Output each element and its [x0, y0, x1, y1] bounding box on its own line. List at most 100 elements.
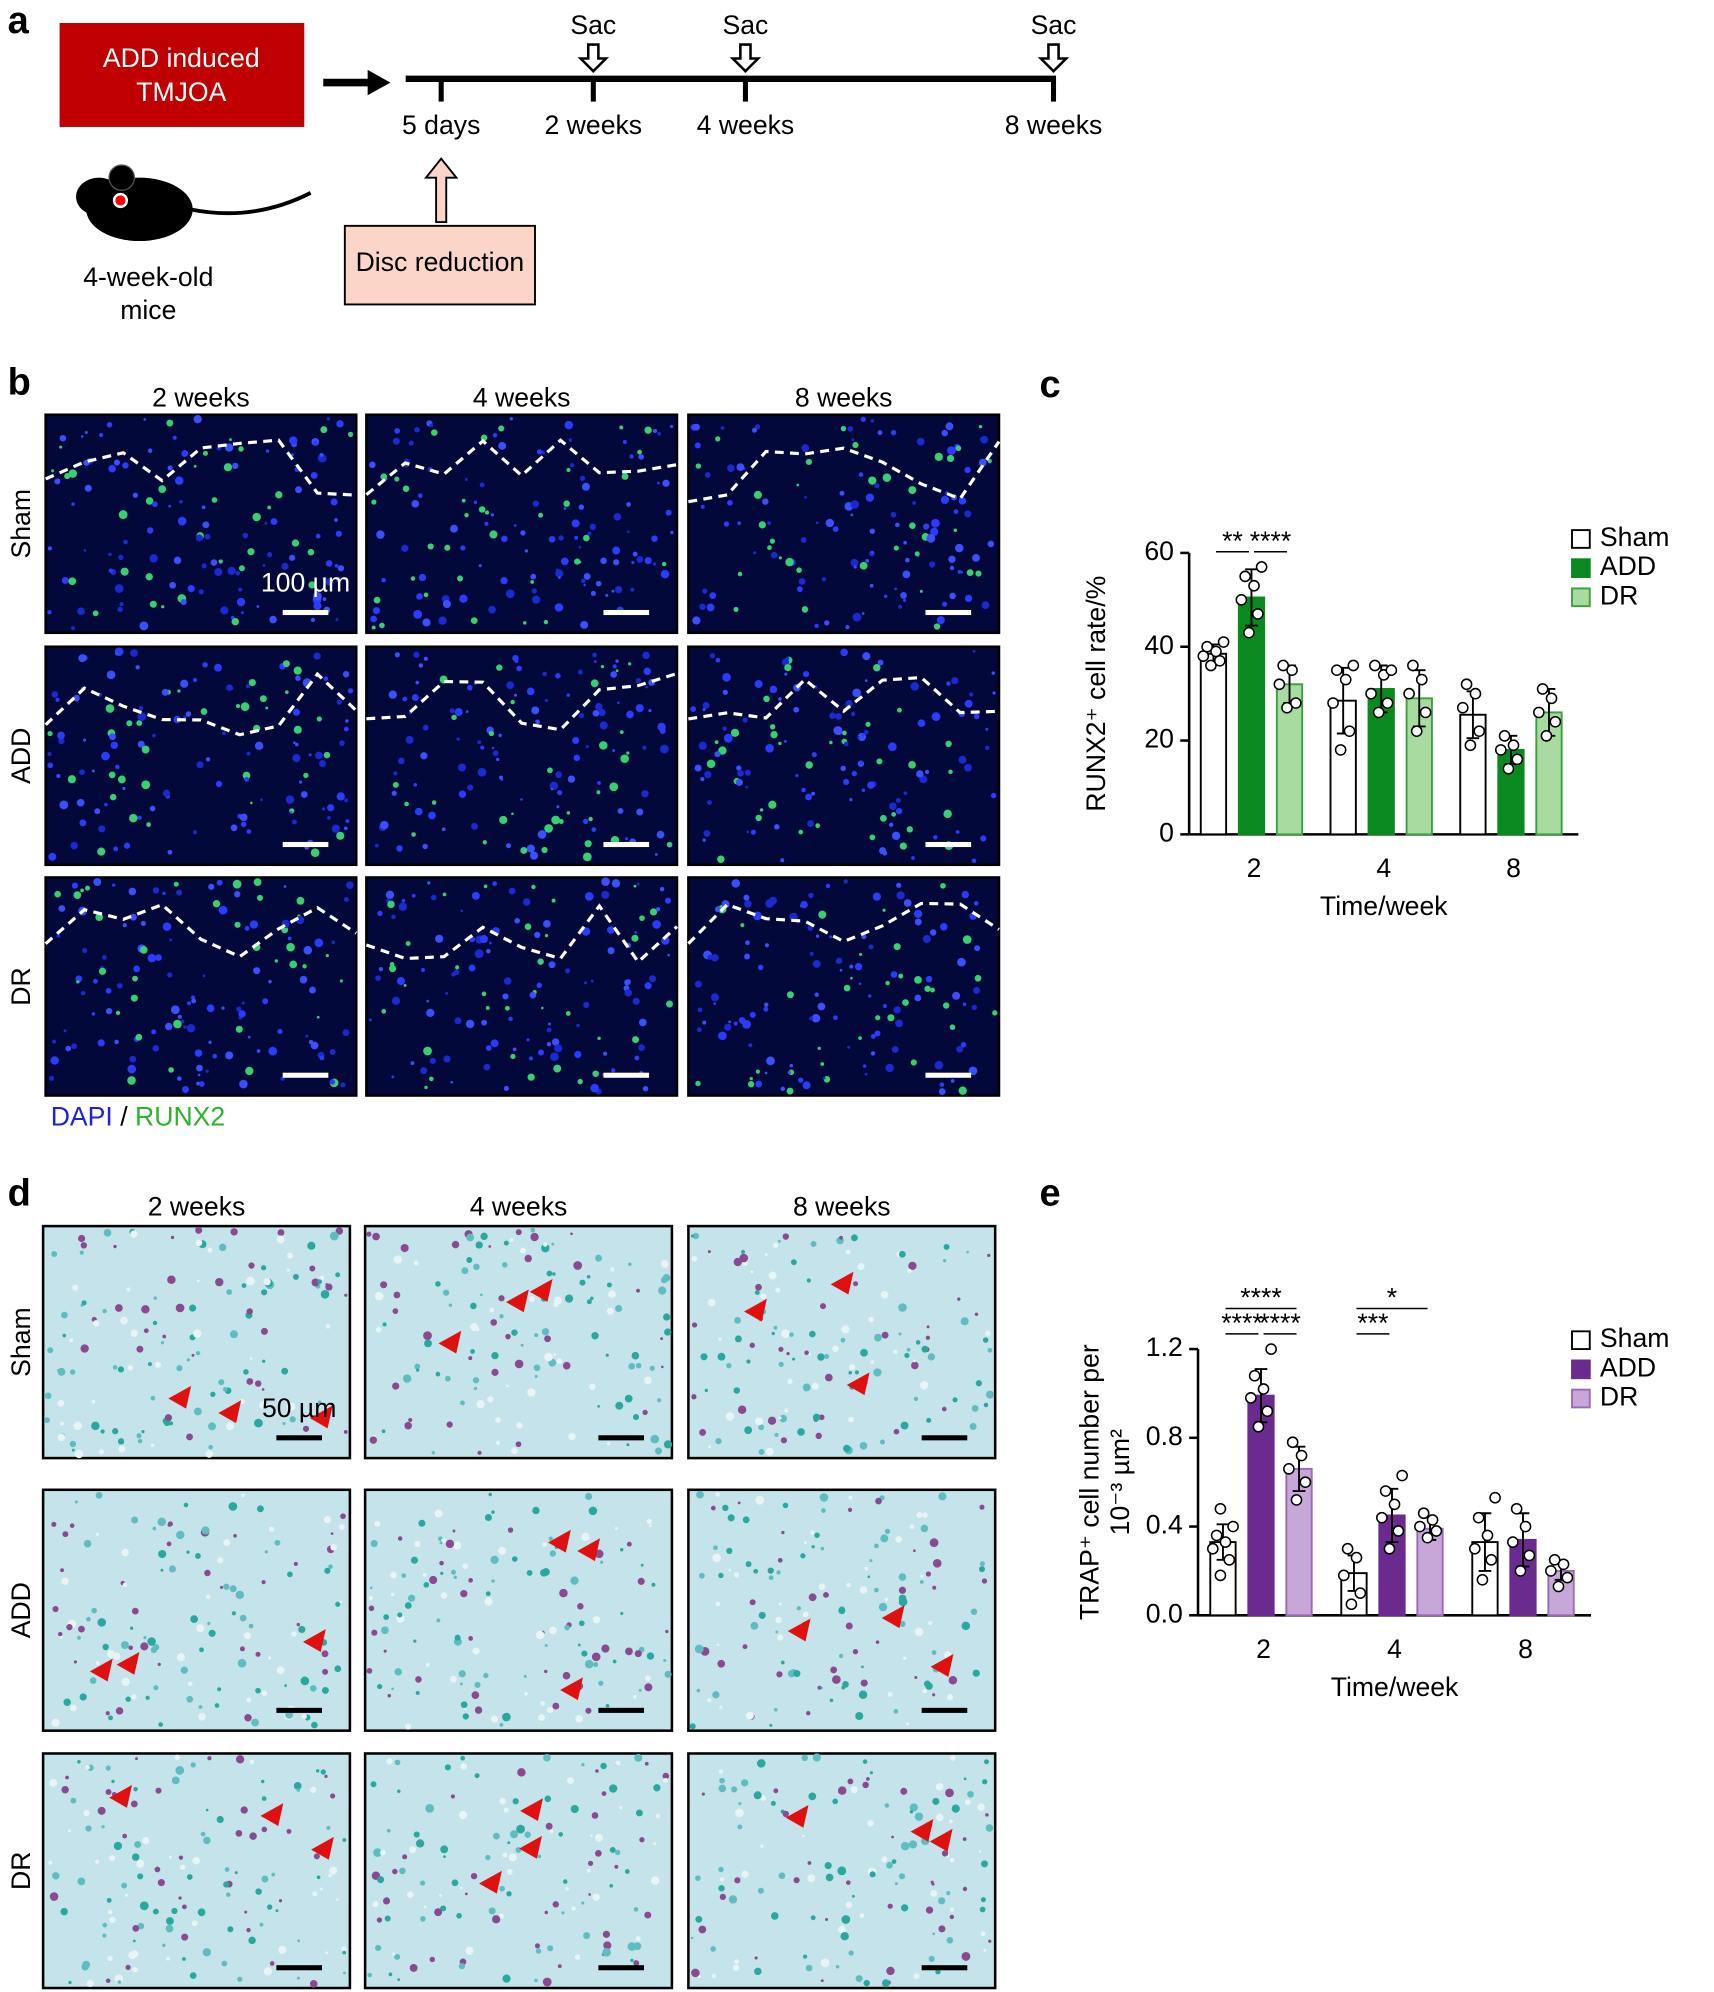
cell	[727, 464, 735, 472]
x-tick-label: 2	[1247, 853, 1262, 883]
cell	[879, 1439, 886, 1445]
cell	[95, 1859, 100, 1864]
cell	[900, 1904, 909, 1912]
cell	[695, 463, 702, 469]
cell	[911, 856, 915, 860]
cell	[862, 1064, 867, 1068]
cell	[877, 659, 884, 666]
cell	[92, 610, 99, 617]
cell	[56, 774, 61, 779]
cell	[474, 949, 484, 959]
cell	[240, 1806, 248, 1814]
cell	[418, 493, 423, 498]
cell	[593, 1662, 599, 1668]
cell	[177, 689, 181, 693]
cell	[347, 431, 354, 437]
boundary	[44, 902, 358, 959]
cell	[867, 1820, 874, 1827]
cell	[374, 1291, 384, 1301]
cell	[241, 1493, 245, 1498]
cell	[498, 1546, 507, 1555]
cell	[770, 730, 778, 739]
cell	[330, 1543, 338, 1551]
cell	[569, 463, 575, 468]
cell	[535, 1948, 542, 1954]
cell	[691, 1394, 697, 1400]
cell	[343, 826, 348, 831]
cell	[483, 1063, 491, 1071]
cell	[861, 733, 865, 737]
cell	[737, 1405, 747, 1414]
cell	[854, 1370, 859, 1375]
cell	[413, 1639, 417, 1643]
cell	[222, 1386, 228, 1392]
cell	[150, 1646, 157, 1654]
cell	[145, 1695, 150, 1700]
cell	[490, 513, 495, 517]
cell	[121, 1677, 130, 1687]
cell	[160, 1568, 164, 1572]
micrograph	[44, 413, 358, 635]
cell	[492, 1915, 501, 1924]
cell	[974, 1312, 979, 1316]
cell	[718, 1866, 724, 1873]
cell	[109, 1916, 116, 1924]
cell	[63, 1698, 71, 1706]
cell	[464, 478, 468, 482]
cell	[515, 1441, 522, 1448]
cell	[379, 622, 385, 629]
cell	[157, 1879, 165, 1887]
cell	[818, 910, 827, 919]
cell	[435, 1281, 441, 1287]
cell	[950, 1079, 955, 1083]
cell	[615, 659, 619, 663]
cell	[698, 1572, 705, 1579]
micrograph	[365, 876, 679, 1097]
cell	[108, 552, 112, 557]
cell	[47, 751, 52, 757]
cell	[562, 1671, 571, 1680]
cell	[122, 1833, 128, 1839]
data-point	[1379, 1485, 1392, 1497]
cell	[192, 677, 198, 683]
cell	[57, 1399, 65, 1407]
cell	[226, 1892, 231, 1897]
cell	[557, 790, 563, 796]
cell	[528, 1056, 533, 1061]
cell	[695, 1915, 703, 1923]
cell	[837, 1866, 847, 1876]
cell	[737, 1824, 743, 1830]
column-header: 2 weeks	[148, 1191, 246, 1221]
cell	[343, 1430, 348, 1434]
cell	[470, 1322, 479, 1332]
cell	[750, 1621, 759, 1630]
cell	[380, 1849, 386, 1856]
cell	[158, 1722, 164, 1727]
cell	[429, 1956, 435, 1963]
cell	[107, 1650, 115, 1658]
cell	[345, 819, 350, 824]
cell	[924, 769, 930, 774]
cell	[180, 1666, 188, 1674]
cell	[202, 521, 210, 529]
cell	[335, 1601, 341, 1607]
cell	[855, 1711, 864, 1721]
cell	[558, 535, 564, 541]
cell	[186, 1695, 194, 1703]
cell	[244, 1910, 248, 1914]
cell	[231, 617, 240, 626]
cell	[886, 1861, 893, 1869]
cell	[391, 914, 396, 920]
cell	[420, 1916, 426, 1922]
cell	[582, 818, 589, 824]
cell	[229, 1585, 237, 1593]
data-point	[1248, 579, 1260, 592]
data-point	[1561, 1571, 1574, 1584]
cell	[488, 1907, 496, 1915]
cell	[700, 504, 705, 509]
cell	[492, 881, 497, 886]
cell	[925, 1335, 931, 1340]
cell	[586, 1275, 591, 1279]
cell	[652, 920, 662, 929]
